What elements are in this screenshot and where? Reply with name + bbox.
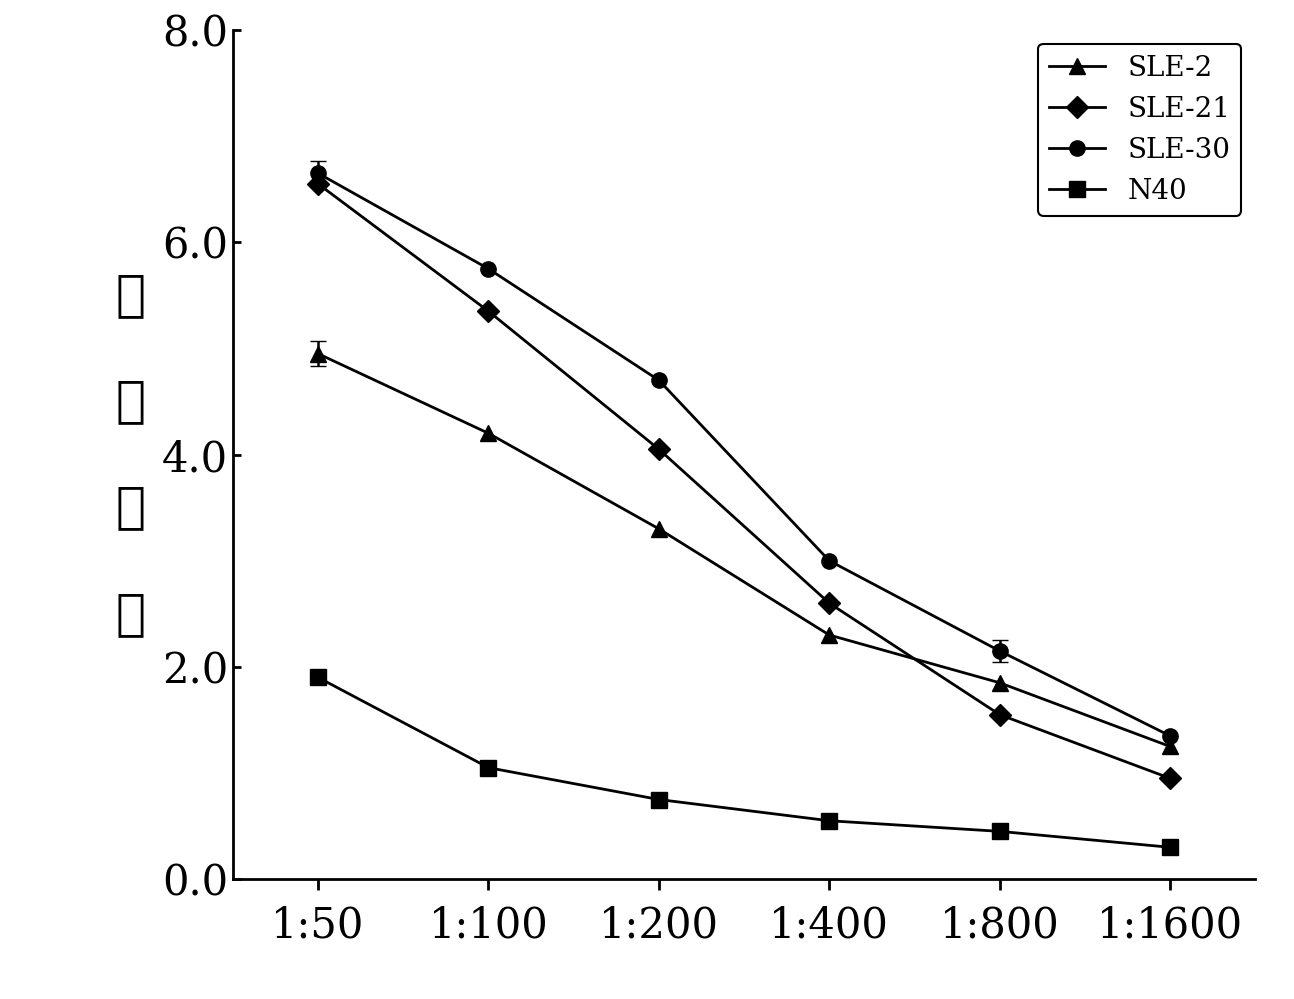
SLE-2 <box>822 629 837 641</box>
Text: 指: 指 <box>115 484 146 531</box>
SLE-30 <box>1162 730 1178 742</box>
N40 <box>991 825 1007 837</box>
SLE-21 <box>311 178 326 190</box>
SLE-2 <box>311 348 326 360</box>
SLE-21 <box>651 444 666 456</box>
SLE-30 <box>651 375 666 387</box>
Text: 合: 合 <box>115 378 146 426</box>
SLE-21 <box>822 597 837 609</box>
SLE-30 <box>991 645 1007 657</box>
SLE-30 <box>311 167 326 179</box>
SLE-2 <box>481 428 497 440</box>
Line: SLE-30: SLE-30 <box>311 166 1178 743</box>
N40 <box>311 671 326 683</box>
SLE-30 <box>481 263 497 275</box>
Line: SLE-21: SLE-21 <box>311 176 1178 786</box>
SLE-2 <box>651 522 666 534</box>
SLE-30 <box>822 554 837 566</box>
Text: 结: 结 <box>115 272 146 320</box>
SLE-21 <box>481 306 497 318</box>
Line: N40: N40 <box>311 669 1178 855</box>
Legend: SLE-2, SLE-21, SLE-30, N40: SLE-2, SLE-21, SLE-30, N40 <box>1038 44 1241 216</box>
SLE-21 <box>991 708 1007 720</box>
N40 <box>481 761 497 773</box>
SLE-21 <box>1162 772 1178 784</box>
Line: SLE-2: SLE-2 <box>311 346 1178 754</box>
N40 <box>651 793 666 805</box>
N40 <box>1162 841 1178 853</box>
SLE-2 <box>1162 740 1178 752</box>
SLE-2 <box>991 676 1007 688</box>
N40 <box>822 815 837 827</box>
Text: 数: 数 <box>115 589 146 637</box>
